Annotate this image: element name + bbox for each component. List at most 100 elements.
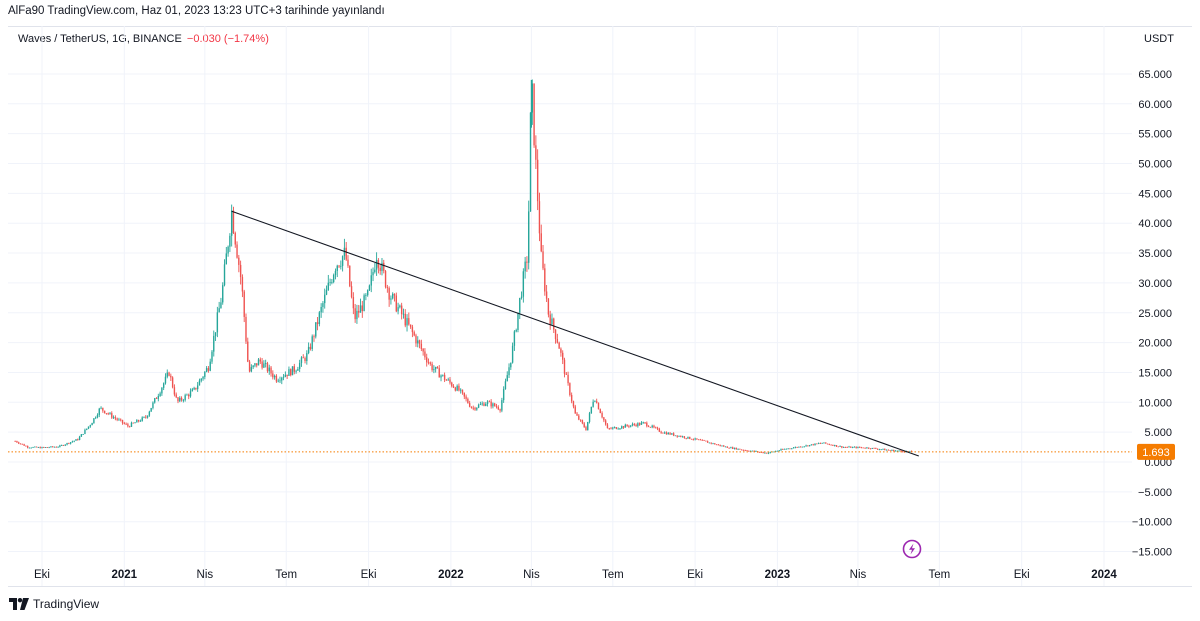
candle-body: [390, 298, 392, 300]
candle-body: [823, 442, 825, 444]
candle-body: [839, 446, 841, 447]
candle-body: [284, 374, 287, 377]
candle-body: [894, 450, 897, 452]
candle-body: [694, 438, 696, 440]
candle-body: [130, 422, 133, 427]
candle-body: [408, 318, 410, 325]
candle-body: [866, 447, 868, 449]
candle-body: [669, 432, 671, 435]
candle-body: [723, 445, 725, 447]
candle-body: [102, 407, 104, 411]
candle-body: [247, 341, 249, 362]
candle-body: [114, 417, 117, 419]
candle-body: [687, 436, 689, 439]
candle-body: [426, 357, 428, 363]
candle-body: [200, 378, 202, 381]
candle-body: [769, 451, 771, 453]
candle-body: [211, 351, 213, 362]
candle-body: [44, 447, 47, 449]
candle-body: [341, 256, 344, 266]
candle-body: [538, 201, 541, 234]
candle-body: [499, 409, 501, 411]
tradingview-logo[interactable]: TradingView: [9, 597, 99, 611]
candle-body: [248, 361, 251, 372]
candle-body: [259, 359, 262, 362]
candle-body: [397, 307, 399, 312]
candle-body: [889, 450, 891, 451]
candle-body: [710, 442, 712, 444]
candle-body: [139, 420, 142, 422]
candle-body: [792, 447, 795, 449]
candle-body: [392, 293, 394, 299]
candle-body: [256, 363, 258, 366]
candle-body: [395, 295, 397, 312]
candle-body: [415, 335, 417, 344]
trendline: [231, 210, 919, 457]
candle-body: [162, 383, 165, 388]
candle-body: [134, 422, 136, 424]
candle-body: [298, 362, 301, 370]
candle-body: [77, 439, 79, 441]
y-tick-label: 50.000: [1138, 159, 1172, 171]
candle-body: [658, 428, 661, 432]
candle-body: [146, 415, 149, 418]
candle-body: [422, 348, 424, 352]
candle-body: [325, 290, 328, 295]
y-tick-label: 15.000: [1138, 367, 1172, 379]
candle-body: [553, 318, 555, 330]
symbol-legend[interactable]: Waves / TetherUS, 1G, BINANCE −0.030 (−1…: [18, 33, 269, 45]
candle-body: [290, 369, 292, 376]
candle-body: [884, 448, 886, 451]
candle-body: [451, 382, 453, 387]
candle-body: [352, 297, 355, 309]
candle-body: [229, 235, 231, 247]
candle-body: [19, 443, 22, 445]
candle-body: [570, 394, 573, 402]
publication-info: AlFa90 TradingView.com, Haz 01, 2023 13:…: [8, 5, 385, 17]
candle-body: [782, 449, 784, 450]
candle-body: [544, 268, 546, 292]
candle-body: [789, 448, 791, 450]
candle-body: [649, 426, 652, 428]
candle-body: [817, 443, 820, 445]
candle-body: [753, 450, 755, 452]
candle-body: [368, 285, 371, 291]
candle-body: [857, 446, 859, 448]
candle-body: [696, 438, 698, 440]
x-tick-label: Eki: [361, 569, 377, 581]
candle-body: [853, 446, 856, 448]
candle-body: [476, 407, 478, 410]
candle-body: [896, 450, 899, 452]
candle-body: [615, 427, 618, 429]
candle-body: [699, 439, 702, 441]
candle-body: [282, 376, 285, 378]
candle-body: [315, 322, 317, 337]
candle-body: [633, 424, 635, 425]
trendline-segment: [231, 210, 919, 457]
candle-body: [773, 451, 775, 453]
candle-body: [524, 261, 526, 272]
candle-body: [239, 264, 242, 278]
candle-body: [125, 423, 127, 425]
candle-body: [112, 417, 115, 419]
chart-frame-top: [8, 26, 1192, 27]
lightning-icon[interactable]: [902, 539, 922, 559]
candle-body: [460, 389, 462, 391]
candle-body: [794, 447, 797, 448]
candle-body: [485, 403, 487, 406]
candle-body: [73, 440, 75, 442]
candle-body: [728, 447, 730, 449]
candle-body: [594, 401, 596, 403]
x-tick-label: 2022: [438, 569, 464, 581]
candle-body: [431, 363, 433, 371]
candle-body: [492, 403, 494, 407]
x-tick-label: Tem: [929, 569, 951, 581]
candle-body: [630, 425, 632, 427]
candle-body: [223, 264, 226, 286]
candle-body: [900, 450, 902, 452]
candle-body: [329, 282, 331, 284]
candle-body: [520, 296, 523, 298]
candle-body: [683, 436, 686, 438]
candle-body: [84, 429, 86, 434]
